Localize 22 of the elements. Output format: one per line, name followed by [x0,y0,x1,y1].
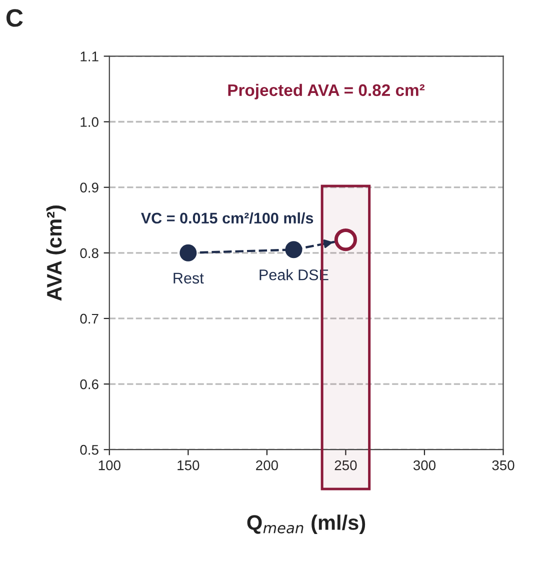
text: C [6,9,23,27]
y-tick-label: 0.7 [80,314,98,324]
y-tick-label: 0.6 [80,379,98,390]
y-tick-label: 0.8 [80,248,98,258]
x-tick-label: 100 [98,460,120,470]
annotation: Projected AVA = 0.82 cm² [228,84,425,100]
y-tick-label: 1.1 [80,52,98,62]
x-tick-label: 200 [256,460,278,470]
x-tick-label: 350 [492,460,514,470]
x-tick-label: 300 [413,460,436,470]
y-axis-title: AVA (cm²) [46,206,66,301]
x-tick-label: 150 [178,460,200,470]
y-tick-label: 0.5 [80,444,98,455]
x-axis-title: Q$_{mean}$ (ml/s) [247,514,366,534]
annotation: VC = 0.015 cm²/100 ml/s [141,212,314,224]
y-tick-label: 0.9 [80,182,98,193]
point [285,241,302,258]
point [180,244,197,262]
x-tick-label: 250 [334,460,357,470]
y-tick-label: 1.0 [80,117,98,127]
point [334,228,358,252]
annotation: Rest [174,272,204,284]
